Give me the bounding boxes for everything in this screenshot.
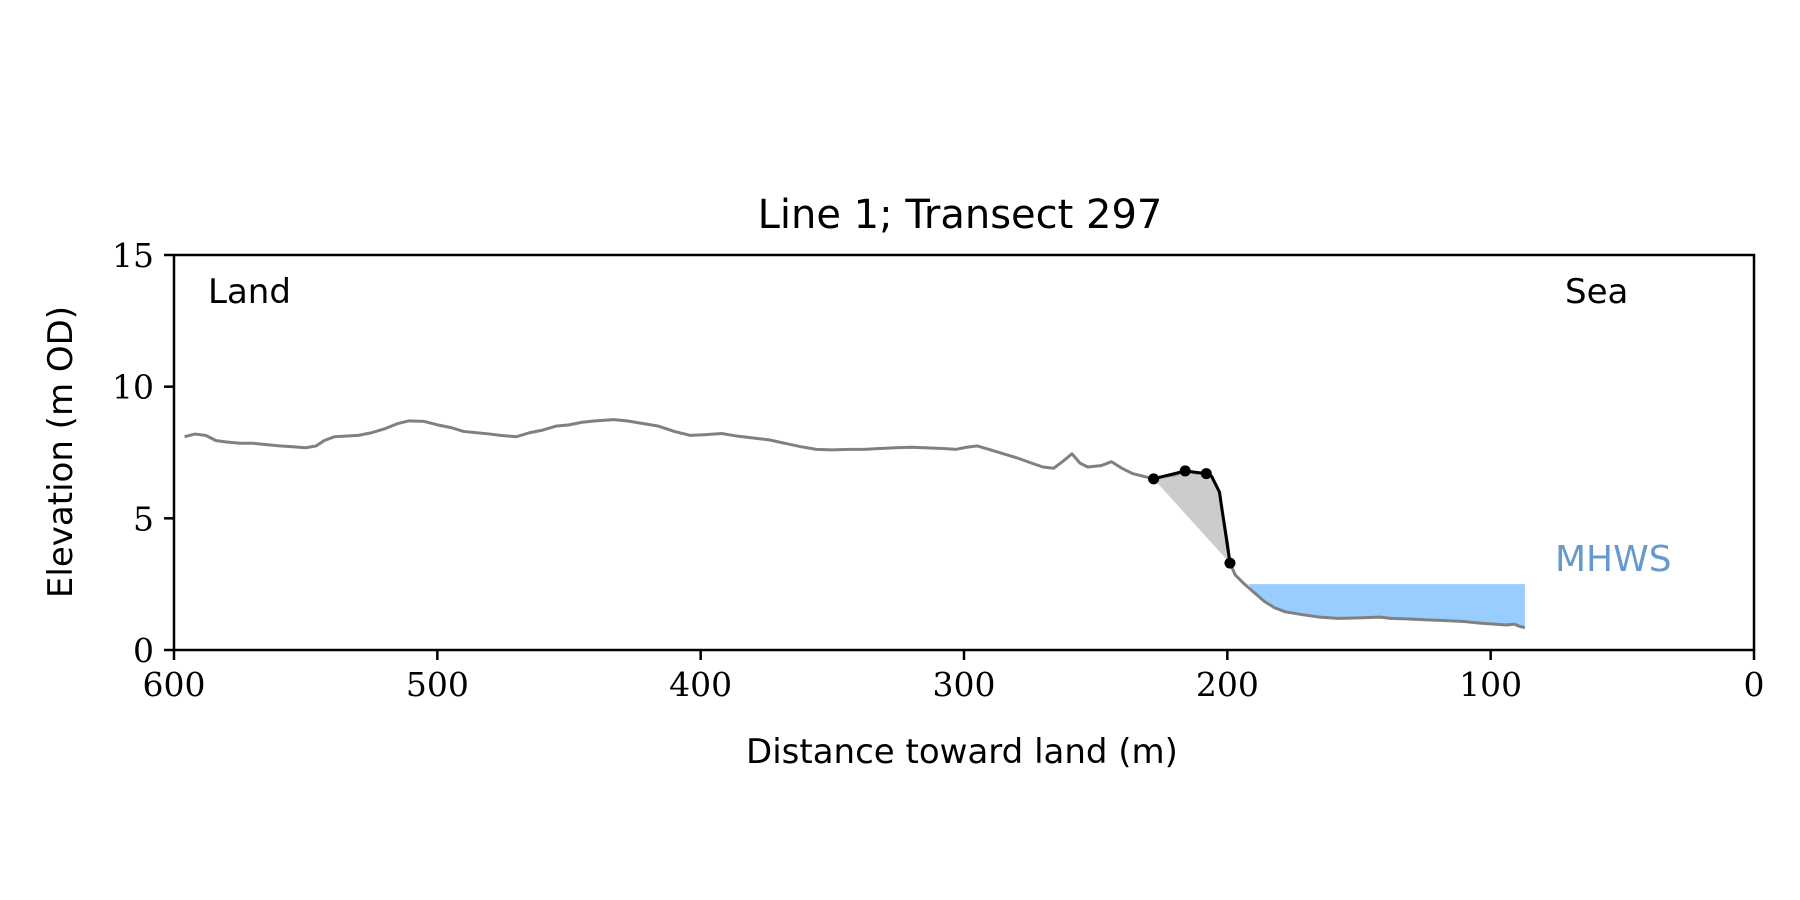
y-axis: 0 5 10 15: [112, 236, 174, 670]
cliff-point: [1179, 465, 1191, 477]
y-tick-label: 10: [112, 368, 154, 407]
x-tick-label: 500: [406, 665, 469, 704]
mhws-band: [1248, 584, 1525, 628]
x-axis: 600 500 400 300 200 100 0: [143, 650, 1765, 704]
mhws-annotation: MHWS: [1555, 539, 1672, 580]
cliff-wedge: [1153, 470, 1230, 564]
x-tick-label: 400: [669, 665, 732, 704]
x-axis-label: Distance toward land (m): [746, 732, 1178, 772]
cliff-point: [1148, 473, 1160, 485]
x-tick-label: 200: [1196, 665, 1259, 704]
y-tick-label: 0: [133, 631, 154, 670]
cliff-point: [1224, 557, 1236, 569]
profile-line: [184, 418, 1526, 630]
land-annotation: Land: [208, 272, 291, 312]
y-axis-label: Elevation (m OD): [41, 306, 81, 598]
plot-area: [184, 418, 1526, 630]
chart-title: Line 1; Transect 297: [758, 192, 1163, 238]
cliff-point: [1200, 468, 1212, 480]
x-tick-label: 300: [933, 665, 996, 704]
y-tick-label: 15: [112, 236, 154, 275]
y-tick-label: 5: [133, 499, 154, 538]
x-tick-label: 0: [1744, 665, 1765, 704]
sea-annotation: Sea: [1565, 272, 1628, 312]
x-tick-label: 100: [1459, 665, 1522, 704]
x-tick-label: 600: [143, 665, 206, 704]
